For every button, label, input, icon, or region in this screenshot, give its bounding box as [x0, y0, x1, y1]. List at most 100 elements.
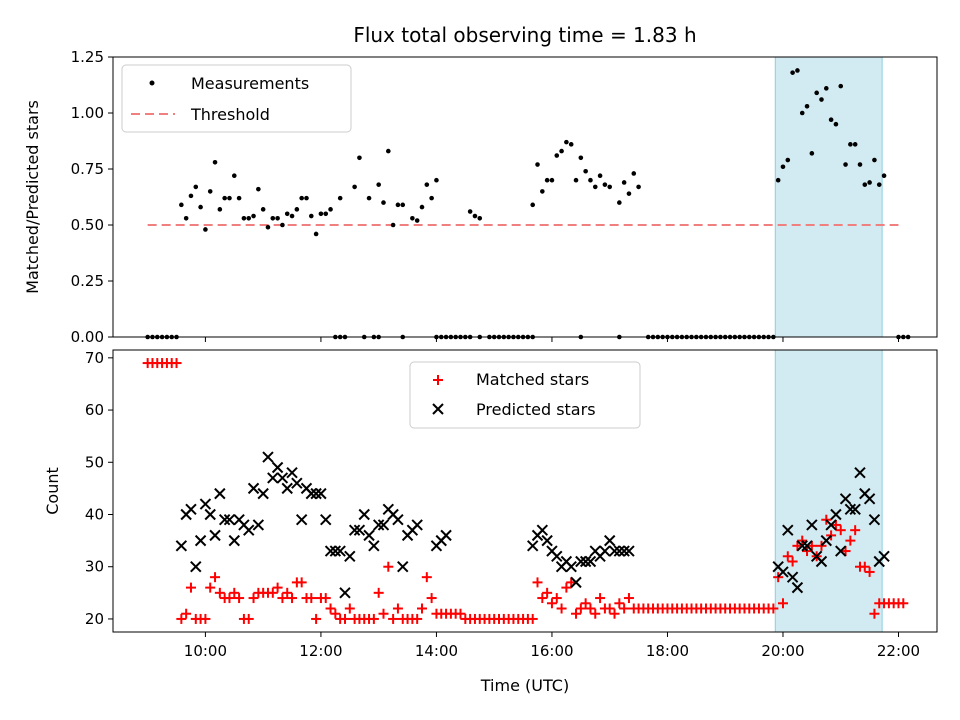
measurement-point — [607, 184, 613, 190]
measurement-point — [809, 151, 815, 156]
matched-star-point — [311, 613, 322, 624]
predicted-star-point — [223, 514, 236, 526]
matched-star-point — [277, 593, 288, 604]
predicted-star-point — [267, 472, 279, 484]
predicted-star-point — [199, 498, 212, 510]
measurement-point — [304, 195, 309, 201]
legend-matched-label: Matched stars — [476, 370, 589, 389]
top-y-axis-label: Matched/Predicted stars — [23, 100, 42, 294]
measurement-point — [617, 200, 622, 205]
bottom-x-tick-label: 20:00 — [761, 642, 804, 660]
matched-star-point — [575, 603, 586, 614]
predicted-star-point — [777, 566, 789, 578]
matched-star-point — [580, 598, 591, 609]
predicted-star-point — [276, 472, 289, 484]
predicted-star-point — [623, 545, 635, 557]
top-highlight-region — [774, 56, 883, 338]
predicted-star-point — [377, 519, 390, 531]
top-y-tick-label: 0.75 — [71, 160, 104, 178]
measurement-point — [414, 218, 420, 223]
matched-star-point — [806, 540, 817, 551]
measurement-point — [549, 177, 555, 183]
predicted-star-point — [204, 508, 216, 521]
measurement-point — [819, 97, 824, 102]
measurement-point — [217, 207, 223, 212]
predicted-star-point — [575, 555, 587, 568]
measurement-point — [284, 211, 290, 217]
matched-star-point — [797, 535, 808, 546]
measurement-point — [318, 211, 324, 217]
predicted-star-point — [295, 514, 308, 526]
measurement-point — [857, 162, 863, 167]
predicted-star-point — [541, 534, 553, 547]
matched-star-point — [426, 593, 437, 604]
predicted-star-point — [526, 540, 539, 552]
predicted-star-point — [344, 550, 356, 562]
measurement-point — [588, 177, 593, 183]
measurement-point — [795, 68, 800, 73]
measurement-point — [467, 209, 473, 214]
measurement-point — [544, 177, 550, 183]
measurement-point — [183, 215, 189, 221]
measurement-point — [848, 142, 853, 147]
predicted-star-point — [536, 524, 549, 536]
matched-star-point — [898, 598, 909, 609]
measurement-point — [376, 182, 381, 187]
matched-star-point — [344, 603, 355, 614]
matched-star-point — [267, 587, 278, 598]
matched-star-point — [306, 593, 317, 604]
matched-star-point — [619, 603, 630, 614]
measurement-point — [843, 162, 848, 167]
bottom-y-axis-label: Count — [43, 467, 62, 515]
matched-star-point — [181, 608, 192, 619]
top-legend: Measurements Threshold — [121, 64, 352, 133]
matched-star-point — [821, 514, 832, 525]
measurement-point — [207, 189, 213, 194]
bottom-y-ticks: 20 30 40 50 60 70 — [85, 349, 113, 628]
measurement-point — [833, 121, 839, 127]
measurement-point — [780, 164, 786, 170]
measurement-point — [299, 195, 304, 201]
bottom-y-tick-label: 70 — [85, 349, 104, 367]
matched-star-point — [210, 572, 221, 583]
matched-star-point — [777, 598, 788, 609]
legend-predicted-label: Predicted stars — [476, 400, 596, 419]
matched-star-point — [604, 603, 615, 614]
measurement-point — [179, 202, 184, 208]
predicted-star-points — [175, 451, 890, 599]
top-y-tick-label: 0.50 — [71, 216, 104, 234]
matched-star-point — [816, 540, 827, 551]
measurement-point — [188, 193, 194, 199]
matched-star-point — [826, 530, 837, 541]
bottom-y-tick-label: 30 — [85, 558, 104, 576]
measurement-point — [621, 180, 627, 185]
matched-star-point — [296, 577, 307, 588]
legend-measurements-label: Measurements — [191, 74, 309, 93]
top-panel: Flux total observing time = 1.83 h 0.000… — [23, 23, 938, 346]
bottom-y-tick-label: 40 — [85, 506, 104, 524]
predicted-star-point — [570, 576, 582, 589]
top-y-tick-label: 1.00 — [71, 104, 104, 122]
bottom-x-tick-label: 14:00 — [415, 642, 458, 660]
matched-star-point — [609, 608, 620, 619]
predicted-star-point — [584, 555, 597, 568]
top-plot-frame — [112, 56, 938, 338]
bottom-x-tick-label: 22:00 — [877, 642, 920, 660]
predicted-star-point — [878, 550, 890, 562]
matched-star-point — [388, 613, 399, 624]
matched-star-point — [830, 519, 841, 530]
chart-title: Flux total observing time = 1.83 h — [353, 23, 696, 47]
matched-star-point — [417, 603, 427, 614]
matched-star-point — [850, 525, 861, 536]
measurement-point — [597, 173, 603, 179]
matched-star-point — [320, 593, 331, 604]
predicted-star-point — [305, 487, 318, 500]
measurement-point — [554, 153, 560, 158]
predicted-star-point — [782, 524, 794, 536]
measurement-point — [260, 207, 266, 212]
measurement-point — [583, 168, 588, 174]
measurement-point — [876, 182, 882, 187]
measurement-point — [472, 213, 478, 219]
measurement-point — [246, 215, 252, 221]
